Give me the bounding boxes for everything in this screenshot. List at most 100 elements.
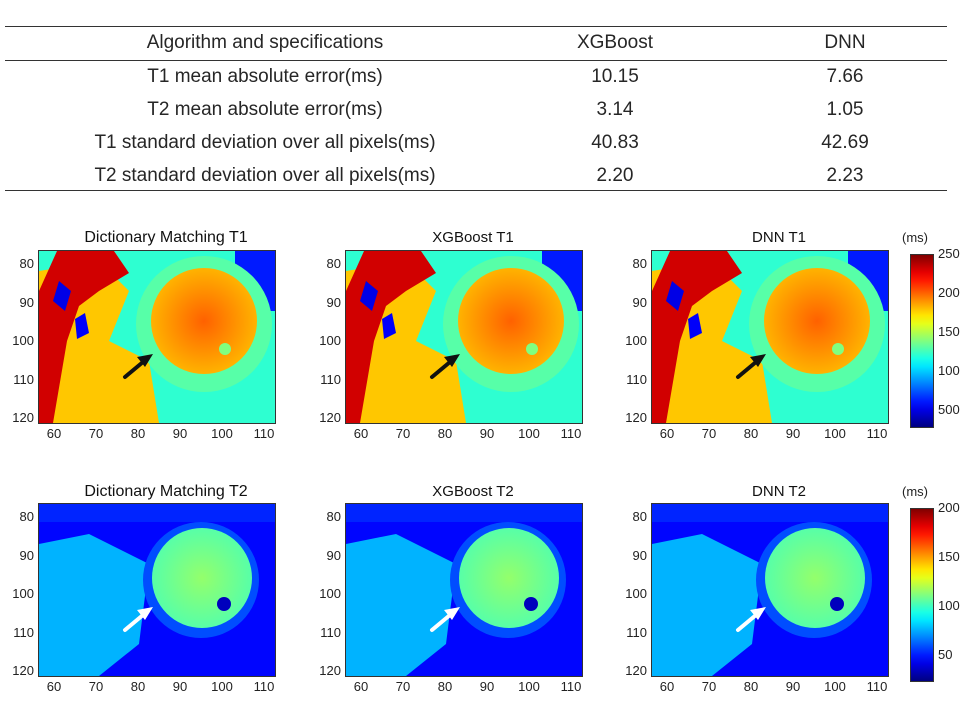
row-xgboost-value: 3.14	[596, 99, 634, 120]
row-label: T1 mean absolute error(ms)	[147, 66, 383, 87]
y-tick-label: 120	[625, 663, 647, 678]
t2-map-image	[651, 503, 889, 677]
row-xgboost-value: 40.83	[591, 132, 639, 153]
t1-panel-title: XGBoost T1	[432, 229, 514, 246]
x-tick-label: 110	[866, 679, 888, 694]
top-border-region	[652, 504, 888, 522]
x-tick-label: 60	[353, 679, 369, 694]
x-tick-label: 80	[130, 426, 146, 441]
y-tick-label: 90	[19, 547, 34, 563]
arrow-shaft	[736, 613, 758, 632]
row-label: T2 standard deviation over all pixels(ms…	[94, 165, 436, 186]
arrow-shaft	[430, 360, 452, 379]
row-xgboost-value: 10.15	[591, 66, 639, 87]
blood-pool	[459, 528, 559, 628]
y-tick-label: 120	[12, 663, 34, 678]
row-label: T2 mean absolute error(ms)	[147, 99, 383, 120]
blood-pool	[765, 528, 865, 628]
table-row: T2 mean absolute error(ms) 3.14 1.05	[5, 95, 947, 127]
t2-colorbar-tick: 100	[938, 598, 960, 614]
y-tick-label: 120	[319, 663, 341, 678]
y-tick-label: 110	[13, 371, 34, 387]
x-tick-label: 100	[824, 679, 846, 694]
y-tick-label: 100	[12, 586, 34, 601]
table-row: T1 mean absolute error(ms) 10.15 7.66	[5, 62, 947, 94]
x-tick-label: 90	[785, 679, 801, 694]
left-tissue-region	[346, 534, 456, 676]
x-tick-label: 80	[437, 426, 453, 441]
left-tissue-region	[39, 534, 149, 676]
t1-colorbar-tick: 1000	[938, 363, 960, 379]
dark-blue-spot	[360, 281, 378, 311]
x-tick-label: 60	[659, 679, 675, 694]
arrow-head	[137, 354, 153, 367]
y-tick-label: 120	[625, 410, 647, 425]
table-bottom-rule	[5, 190, 947, 191]
x-tick-label: 90	[172, 426, 188, 441]
dark-blue-spot	[666, 281, 684, 311]
t2-colorbar-tick: 50	[938, 647, 953, 663]
t1-colorbar-unit: (ms)	[902, 230, 928, 245]
x-tick-label: 90	[479, 426, 495, 441]
y-tick-label: 110	[626, 624, 647, 640]
row-dnn-value: 2.23	[826, 165, 864, 186]
row-label: T1 standard deviation over all pixels(ms…	[94, 132, 436, 153]
y-tick-label: 120	[319, 410, 341, 425]
papillary-muscle	[832, 343, 844, 355]
x-tick-label: 90	[479, 679, 495, 694]
x-tick-label: 80	[130, 679, 146, 694]
y-tick-label: 120	[12, 410, 34, 425]
x-tick-label: 100	[211, 426, 233, 441]
x-tick-label: 70	[701, 679, 717, 694]
arrow-head	[750, 354, 766, 367]
t2-colorbar-tick: 200	[938, 500, 960, 515]
y-tick-label: 100	[625, 586, 647, 601]
x-tick-label: 70	[88, 679, 104, 694]
y-tick-label: 90	[632, 294, 647, 310]
row-dnn-value: 7.66	[826, 66, 864, 87]
papillary-muscle	[830, 597, 844, 611]
table-header-row: Algorithm and specifications XGBoost DNN	[5, 28, 947, 60]
x-tick-label: 100	[211, 679, 233, 694]
y-tick-label: 80	[326, 256, 341, 271]
row-dnn-value: 42.69	[821, 132, 869, 153]
blood-pool	[458, 268, 564, 374]
t1-colorbar	[910, 254, 934, 428]
papillary-muscle	[526, 343, 538, 355]
t1-panel-title: Dictionary Matching T1	[84, 229, 248, 246]
y-tick-label: 80	[326, 509, 341, 524]
y-tick-label: 110	[320, 371, 341, 387]
x-tick-label: 70	[88, 426, 104, 441]
dark-blue-spot	[382, 313, 396, 339]
t2-colorbar	[910, 508, 934, 682]
t2-map-image	[345, 503, 583, 677]
y-tick-label: 90	[326, 547, 341, 563]
table-header-rule	[5, 60, 947, 61]
papillary-muscle	[219, 343, 231, 355]
arrow-shaft	[736, 360, 758, 379]
x-tick-label: 100	[824, 426, 846, 441]
t2-colorbar-tick: 150	[938, 549, 960, 565]
y-tick-label: 90	[19, 294, 34, 310]
x-tick-label: 90	[172, 679, 188, 694]
t1-colorbar-tick: 2500	[938, 246, 960, 261]
y-tick-label: 80	[19, 509, 34, 524]
t1-map-image	[38, 250, 276, 424]
y-tick-label: 100	[319, 586, 341, 601]
arrow-head	[444, 354, 460, 367]
t2-colorbar-unit: (ms)	[902, 484, 928, 499]
table-row: T1 standard deviation over all pixels(ms…	[5, 128, 947, 160]
x-tick-label: 60	[46, 679, 62, 694]
left-tissue-region	[652, 534, 762, 676]
dark-blue-spot	[688, 313, 702, 339]
y-tick-label: 80	[632, 256, 647, 271]
y-tick-label: 90	[632, 547, 647, 563]
x-tick-label: 110	[560, 426, 582, 441]
x-tick-label: 80	[743, 679, 759, 694]
dark-blue-spot	[75, 313, 89, 339]
row-dnn-value: 1.05	[826, 99, 864, 120]
x-tick-label: 110	[560, 679, 582, 694]
x-tick-label: 70	[395, 426, 411, 441]
t1-map-image	[345, 250, 583, 424]
blood-pool	[764, 268, 870, 374]
